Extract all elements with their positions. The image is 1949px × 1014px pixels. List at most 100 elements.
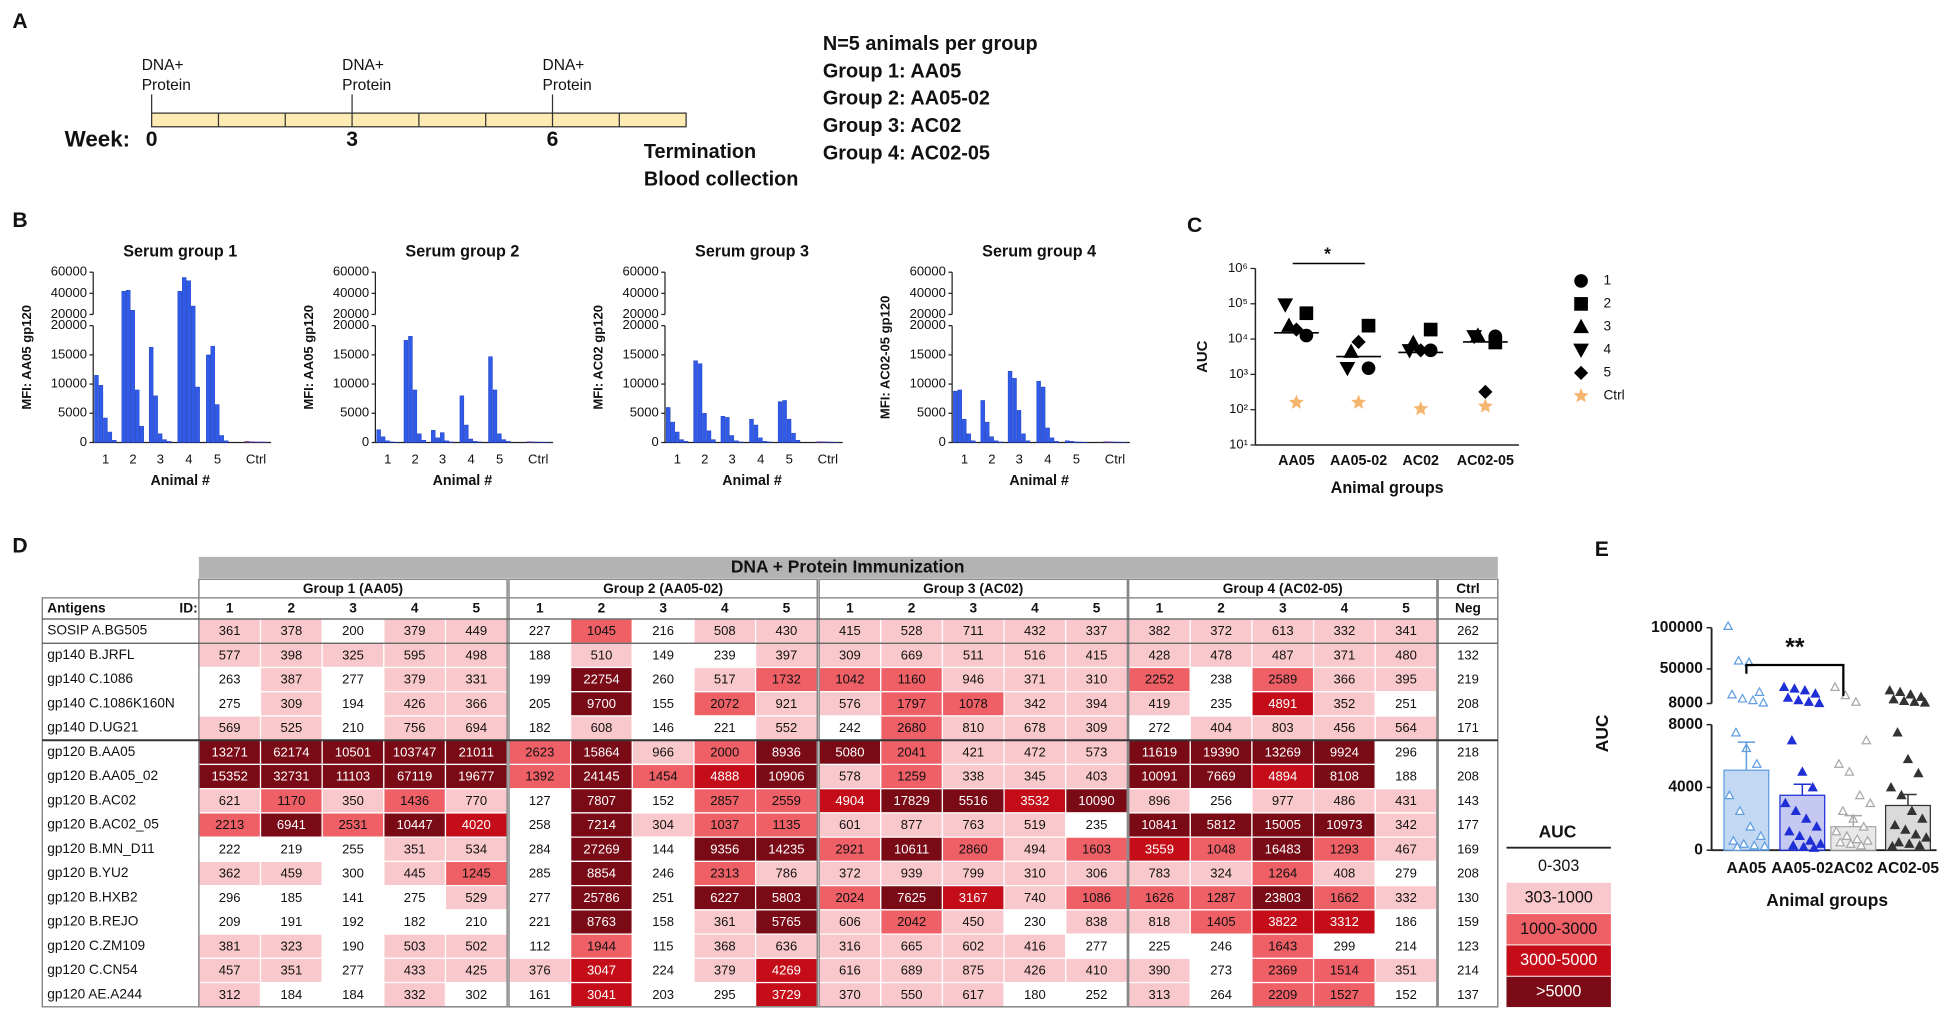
heatmap-cell — [383, 642, 447, 669]
heatmap-cell — [1312, 715, 1376, 741]
heatmap-cell — [383, 763, 447, 790]
heatmap-cell — [198, 739, 262, 766]
cell-value: 3822 — [1268, 914, 1297, 929]
y-tick-label: 40000 — [51, 285, 87, 300]
ctrl-value: 177 — [1457, 817, 1479, 832]
bar — [162, 439, 167, 443]
heatmap-cell — [508, 981, 572, 1008]
ctrl-value: 262 — [1457, 623, 1479, 638]
heatmap-cell — [259, 666, 323, 693]
marker — [1888, 694, 1899, 704]
marker — [1885, 782, 1897, 792]
legend-label: 303-1000 — [1525, 889, 1593, 907]
cell-value: 636 — [776, 938, 798, 953]
y-tick-label: 20000 — [622, 306, 658, 321]
error-bar — [1844, 814, 1862, 827]
heatmap-cell — [1374, 739, 1438, 766]
antigen-label: gp140 D.UG21 — [47, 720, 138, 735]
cell-value: 366 — [1334, 672, 1356, 687]
y-tick-label: 20000 — [622, 317, 658, 332]
cell-value: 235 — [1210, 696, 1232, 711]
cell-value: 10091 — [1141, 769, 1177, 784]
heatmap-cell — [1374, 860, 1438, 887]
marker — [1413, 343, 1428, 358]
bar — [1103, 441, 1108, 443]
cell-value: 361 — [219, 623, 241, 638]
bar — [477, 441, 482, 443]
cell-value: 8108 — [1330, 769, 1359, 784]
cell-value: 756 — [404, 720, 426, 735]
cell-value: 534 — [465, 841, 487, 856]
heatmap-cell — [321, 957, 385, 984]
cell-value: 1514 — [1330, 963, 1359, 978]
cell-value: 875 — [962, 963, 984, 978]
cell-value: 224 — [652, 963, 674, 978]
marker — [1351, 334, 1366, 350]
ctrl-value: 214 — [1457, 963, 1479, 978]
cell-value: 127 — [529, 793, 551, 808]
heatmap-cell — [1374, 691, 1438, 717]
cell-value: 1086 — [1082, 890, 1111, 905]
ctrl-value: 130 — [1457, 890, 1479, 905]
cell-value: 573 — [1086, 744, 1108, 759]
cell-value: 7625 — [897, 890, 926, 905]
cell-value: 252 — [1086, 987, 1108, 1002]
cell-value: 304 — [652, 817, 674, 832]
marker — [1921, 832, 1932, 842]
cell-value: 22754 — [583, 672, 619, 687]
marker — [1573, 388, 1589, 403]
x-tick-label: 3 — [1016, 451, 1023, 466]
heatmap-cell — [941, 666, 1005, 693]
bar — [738, 441, 743, 443]
cell-value: 1135 — [772, 817, 800, 832]
cell-value: 517 — [714, 672, 736, 687]
ctrl-value: 123 — [1457, 938, 1479, 953]
marker — [1855, 840, 1867, 850]
heatmap-cell — [444, 666, 508, 693]
y-tick-label: 10² — [1229, 401, 1249, 416]
heatmap-cell — [1251, 666, 1315, 693]
legend-label: 0-303 — [1538, 857, 1579, 875]
cell-value: 190 — [342, 938, 364, 953]
cell-value: 2252 — [1145, 672, 1174, 687]
cell-value: 1662 — [1330, 890, 1359, 905]
x-tick-label: Ctrl — [1105, 451, 1125, 466]
marker — [1343, 343, 1360, 358]
marker — [1915, 691, 1927, 701]
heatmap-cell — [1065, 618, 1129, 644]
marker — [1574, 297, 1588, 311]
marker — [1733, 655, 1744, 665]
cell-value: 381 — [219, 938, 241, 953]
cell-value: 272 — [1149, 720, 1171, 735]
cell-value: 4888 — [710, 769, 739, 784]
y-tick-label: 0 — [362, 434, 369, 449]
cell-value: 8763 — [587, 914, 616, 929]
marker — [1784, 825, 1795, 836]
heatmap-cell — [941, 885, 1005, 911]
bar — [219, 435, 224, 443]
x-tick-label: AC02 — [1402, 453, 1439, 469]
cell-value: 19390 — [1203, 744, 1239, 759]
group-header: Group 3 (AC02) — [923, 581, 1023, 596]
bar — [258, 441, 263, 443]
heatmap-cell — [570, 836, 633, 863]
antigen-label: gp120 B.REJO — [47, 914, 138, 929]
heatmap-cell — [321, 909, 385, 935]
y-tick-label: 20000 — [333, 317, 369, 332]
cell-value: 219 — [280, 841, 302, 856]
cell-value: 1405 — [1207, 914, 1236, 929]
bar — [993, 440, 999, 443]
bar — [444, 440, 449, 443]
cell-value: 4269 — [772, 963, 801, 978]
bar — [758, 437, 763, 443]
significance-label: ** — [1785, 634, 1805, 661]
y-tick-label: 20000 — [51, 306, 87, 321]
marker — [1893, 836, 1904, 847]
cell-value: 621 — [219, 793, 241, 808]
bar — [153, 395, 158, 443]
cell-value: 299 — [1334, 938, 1356, 953]
cell-value: 1626 — [1145, 890, 1174, 905]
heatmap-cell — [508, 836, 572, 863]
heatmap-cell — [1065, 691, 1129, 717]
